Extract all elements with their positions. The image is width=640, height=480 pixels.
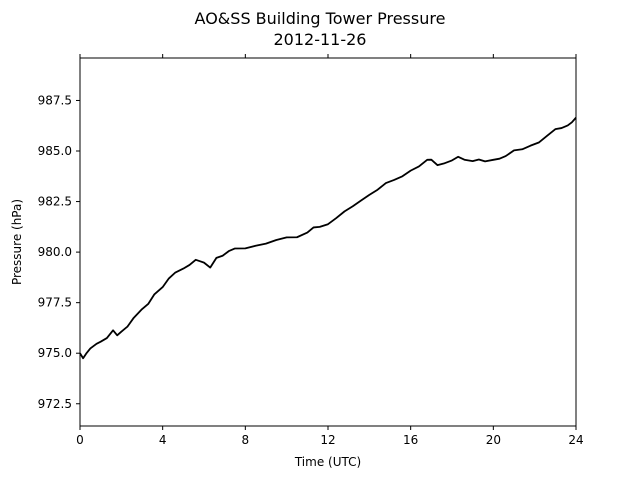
series-layer (79, 117, 577, 360)
y-tick-label: 980.0 (38, 245, 72, 259)
x-tick-label: 20 (486, 433, 501, 447)
x-axis-label: Time (UTC) (294, 455, 361, 469)
x-tick-label: 4 (159, 433, 167, 447)
plot-frame (79, 57, 577, 427)
y-tick-label: 977.5 (38, 296, 72, 310)
y-tick-label: 987.5 (38, 93, 72, 107)
y-tick-label: 975.0 (38, 346, 72, 360)
ticks-layer: 0 4 8 12 16 20 24 972.5 975.0 977.5 980.0 982.5 985.… (38, 54, 584, 447)
y-axis-label: Pressure (hPa) (10, 199, 24, 285)
chart-title: AO&SS Building Tower Pressure (195, 9, 446, 28)
x-tick-label: 8 (242, 433, 250, 447)
y-tick-label: 972.5 (38, 397, 72, 411)
x-tick-label: 24 (568, 433, 583, 447)
x-tick-label: 0 (76, 433, 84, 447)
pressure-series-line (79, 117, 577, 360)
x-tick-label: 12 (320, 433, 335, 447)
x-tick-label: 16 (403, 433, 418, 447)
chart-subtitle: 2012-11-26 (274, 30, 367, 49)
plot-area (80, 58, 576, 426)
y-tick-label: 985.0 (38, 144, 72, 158)
y-tick-label: 982.5 (38, 195, 72, 209)
